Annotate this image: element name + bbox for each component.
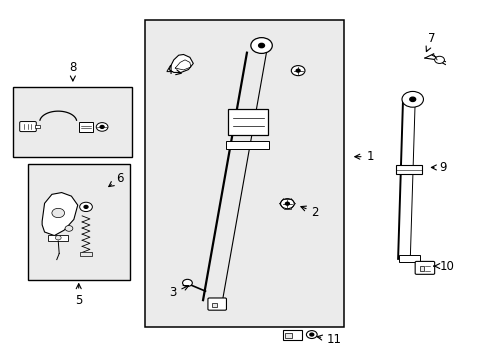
Circle shape	[182, 279, 192, 287]
Text: 10: 10	[433, 260, 453, 273]
Bar	[398, 255, 419, 262]
Circle shape	[401, 91, 423, 107]
Circle shape	[250, 38, 272, 53]
Text: 6: 6	[108, 172, 123, 186]
Text: 9: 9	[430, 161, 447, 174]
FancyBboxPatch shape	[20, 122, 36, 132]
Bar	[282, 329, 302, 339]
Text: 3: 3	[169, 285, 188, 300]
Circle shape	[52, 208, 64, 218]
Text: 7: 7	[425, 32, 435, 51]
Circle shape	[280, 199, 294, 209]
Text: 5: 5	[75, 284, 82, 307]
FancyBboxPatch shape	[207, 298, 226, 310]
Bar	[285, 333, 291, 338]
Bar	[27, 164, 130, 280]
Circle shape	[96, 123, 108, 131]
Text: 1: 1	[354, 150, 373, 163]
Bar	[419, 266, 424, 271]
Bar	[226, 141, 269, 149]
Bar	[395, 165, 422, 174]
Circle shape	[309, 333, 313, 336]
FancyBboxPatch shape	[414, 261, 434, 274]
Bar	[80, 252, 92, 256]
Polygon shape	[168, 54, 193, 72]
Text: 8: 8	[69, 60, 77, 81]
Circle shape	[80, 202, 92, 212]
Bar	[79, 122, 93, 132]
Circle shape	[291, 66, 305, 76]
Circle shape	[258, 43, 264, 48]
Circle shape	[100, 126, 104, 129]
Circle shape	[65, 226, 73, 231]
Circle shape	[306, 330, 317, 338]
Circle shape	[434, 56, 444, 63]
Circle shape	[285, 202, 289, 205]
Polygon shape	[42, 193, 78, 235]
Bar	[228, 109, 268, 135]
Circle shape	[55, 235, 61, 240]
Bar	[35, 125, 40, 129]
Circle shape	[84, 206, 88, 208]
Bar	[13, 87, 132, 157]
Text: 4: 4	[165, 64, 181, 77]
Bar	[48, 234, 68, 241]
Circle shape	[296, 69, 300, 72]
Text: 2: 2	[300, 206, 318, 219]
Bar	[144, 21, 344, 327]
Circle shape	[409, 97, 415, 102]
Bar	[212, 303, 217, 307]
Text: 11: 11	[317, 333, 341, 346]
